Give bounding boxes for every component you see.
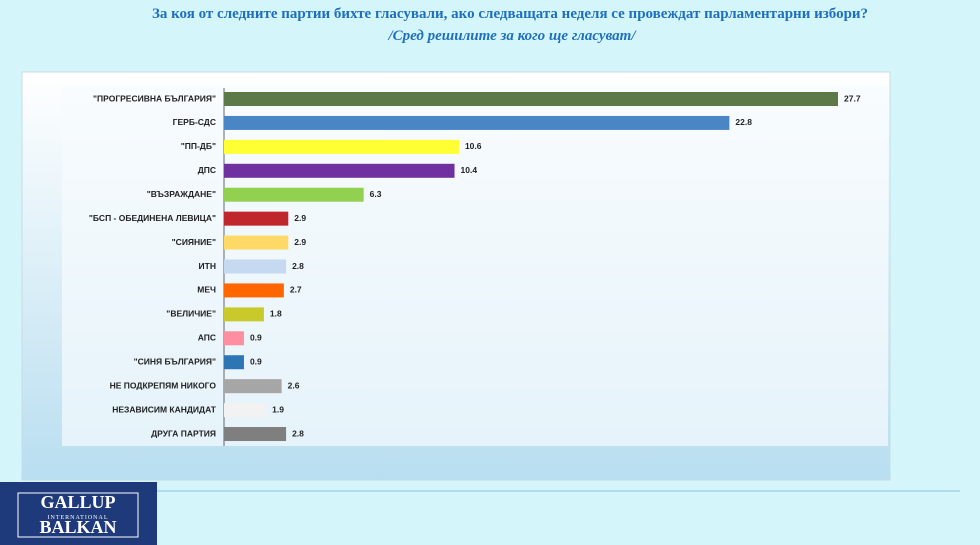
data-label: 2.7 [290, 285, 302, 295]
bar [224, 403, 267, 418]
bar [224, 331, 244, 346]
data-label: 2.8 [292, 261, 304, 271]
logo-text: GALLUP [40, 492, 115, 512]
bar [224, 163, 455, 178]
data-label: 0.9 [250, 356, 262, 366]
category-label: ГЕРБ-СДС [173, 117, 216, 127]
data-label: 10.4 [461, 165, 478, 175]
category-label: НЕЗАВИСИМ КАНДИДАТ [112, 404, 217, 414]
category-label: "СИНЯ БЪЛГАРИЯ" [134, 356, 216, 366]
bar [224, 259, 287, 274]
data-label: 10.6 [465, 141, 482, 151]
logo: GALLUP INTERNATIONAL BALKAN [0, 482, 157, 545]
bar [224, 307, 264, 322]
category-label: "ПРОГРЕСИВНА БЪЛГАРИЯ" [93, 93, 216, 103]
data-label: 2.9 [294, 213, 306, 223]
bar [224, 92, 838, 106]
bar [224, 139, 459, 154]
category-label: "ВЕЛИЧИЕ" [166, 309, 216, 319]
data-label: 0.9 [250, 333, 262, 343]
logo-text: BALKAN [39, 517, 116, 537]
bar [224, 379, 282, 394]
bar [224, 427, 287, 442]
data-label: 2.9 [294, 237, 306, 247]
category-label: "СИЯНИЕ" [172, 237, 216, 247]
bar [224, 283, 284, 298]
bar [224, 235, 289, 250]
category-label: "ПП-ДБ" [181, 141, 216, 151]
data-label: 22.8 [735, 117, 752, 127]
category-label: "ВЪЗРАЖДАНЕ" [147, 189, 216, 199]
category-label: АПС [198, 333, 216, 343]
category-label: ДПС [198, 165, 216, 175]
logo-text: INTERNATIONAL [48, 515, 109, 521]
logo-frame [17, 492, 139, 538]
category-label: ИТН [199, 261, 216, 271]
data-label: 2.8 [292, 428, 304, 438]
category-label: "БСП - ОБЕДИНЕНА ЛЕВИЦА" [89, 213, 216, 223]
category-label: НЕ ПОДКРЕПЯМ НИКОГО [110, 380, 217, 390]
bar [224, 115, 730, 130]
category-label: МЕЧ [197, 285, 216, 295]
bar [224, 187, 364, 202]
bar [224, 355, 244, 370]
data-label: 1.8 [270, 309, 282, 319]
bar [224, 211, 289, 226]
category-label: ДРУГА ПАРТИЯ [151, 428, 216, 438]
data-label: 2.6 [288, 380, 300, 390]
chart-title: За коя от следните партии бихте гласувал… [152, 6, 868, 22]
chart-subtitle: /Сред решилите за кого ще гласуват/ [387, 28, 637, 44]
data-label: 1.9 [272, 404, 284, 414]
plot-area [62, 86, 888, 446]
data-label: 27.7 [844, 93, 861, 103]
data-label: 6.3 [370, 189, 382, 199]
